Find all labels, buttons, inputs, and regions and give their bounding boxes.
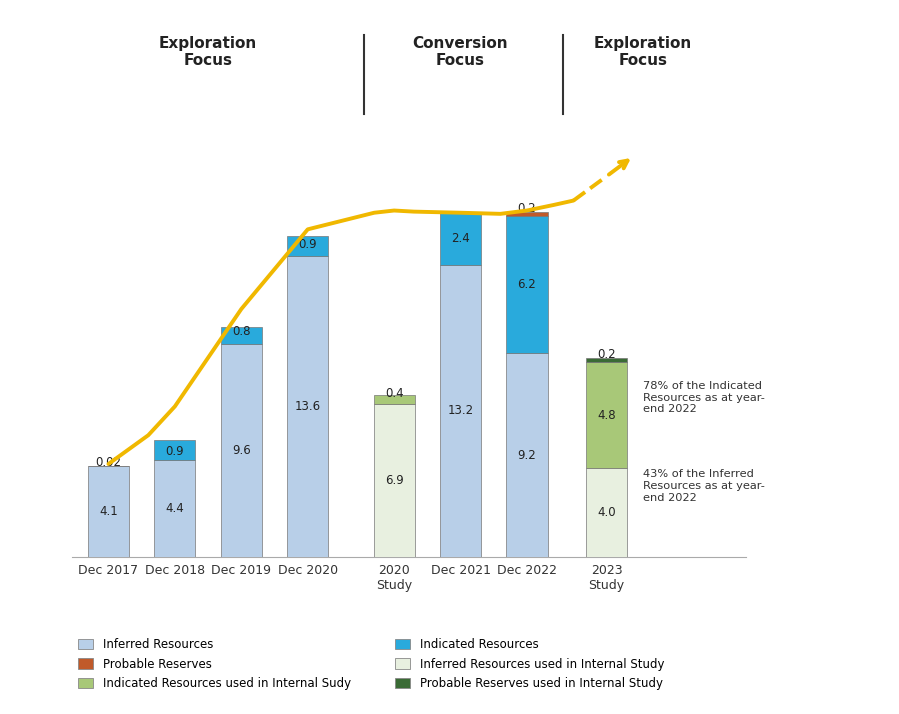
Text: 6.9: 6.9 bbox=[385, 474, 404, 487]
Text: Conversion
Focus: Conversion Focus bbox=[413, 36, 508, 69]
Bar bbox=[586, 358, 628, 362]
Text: 0.9: 0.9 bbox=[298, 238, 317, 251]
Text: 0.4: 0.4 bbox=[385, 386, 404, 400]
Bar bbox=[155, 460, 195, 557]
Text: 13.2: 13.2 bbox=[448, 404, 474, 418]
Bar bbox=[88, 466, 129, 557]
Bar bbox=[506, 216, 547, 353]
Legend: Indicated Resources, Inferred Resources used in Internal Study, Probable Reserve: Indicated Resources, Inferred Resources … bbox=[395, 638, 664, 690]
Text: 0.02: 0.02 bbox=[95, 456, 121, 469]
Text: 78% of the Indicated
Resources as at year-
end 2022: 78% of the Indicated Resources as at yea… bbox=[643, 381, 765, 414]
Bar bbox=[155, 440, 195, 460]
Bar bbox=[440, 265, 481, 557]
Text: 0.2: 0.2 bbox=[597, 348, 616, 361]
Text: 4.4: 4.4 bbox=[165, 502, 184, 515]
Text: 0.9: 0.9 bbox=[165, 446, 184, 458]
Text: Exploration
Focus: Exploration Focus bbox=[159, 36, 257, 69]
Text: 4.1: 4.1 bbox=[99, 505, 118, 518]
Bar bbox=[506, 353, 547, 557]
Bar bbox=[373, 404, 414, 557]
Bar bbox=[506, 211, 547, 216]
Text: Exploration
Focus: Exploration Focus bbox=[594, 36, 692, 69]
Bar bbox=[287, 256, 328, 557]
Text: 4.0: 4.0 bbox=[597, 506, 616, 519]
Bar bbox=[287, 236, 328, 256]
Bar bbox=[440, 211, 481, 265]
Bar bbox=[221, 344, 262, 557]
Text: 9.6: 9.6 bbox=[232, 444, 251, 457]
Bar bbox=[586, 362, 628, 468]
Text: 6.2: 6.2 bbox=[518, 278, 537, 291]
Text: 0.2: 0.2 bbox=[518, 202, 537, 215]
Bar bbox=[373, 396, 414, 404]
Text: 4.8: 4.8 bbox=[597, 408, 616, 422]
Bar bbox=[586, 468, 628, 557]
Text: 0.8: 0.8 bbox=[232, 325, 251, 338]
Text: 13.6: 13.6 bbox=[295, 400, 321, 413]
Text: 9.2: 9.2 bbox=[518, 448, 537, 462]
Text: 43% of the Inferred
Resources as at year-
end 2022: 43% of the Inferred Resources as at year… bbox=[643, 470, 765, 503]
Text: 2.4: 2.4 bbox=[451, 231, 470, 245]
Bar bbox=[221, 327, 262, 344]
